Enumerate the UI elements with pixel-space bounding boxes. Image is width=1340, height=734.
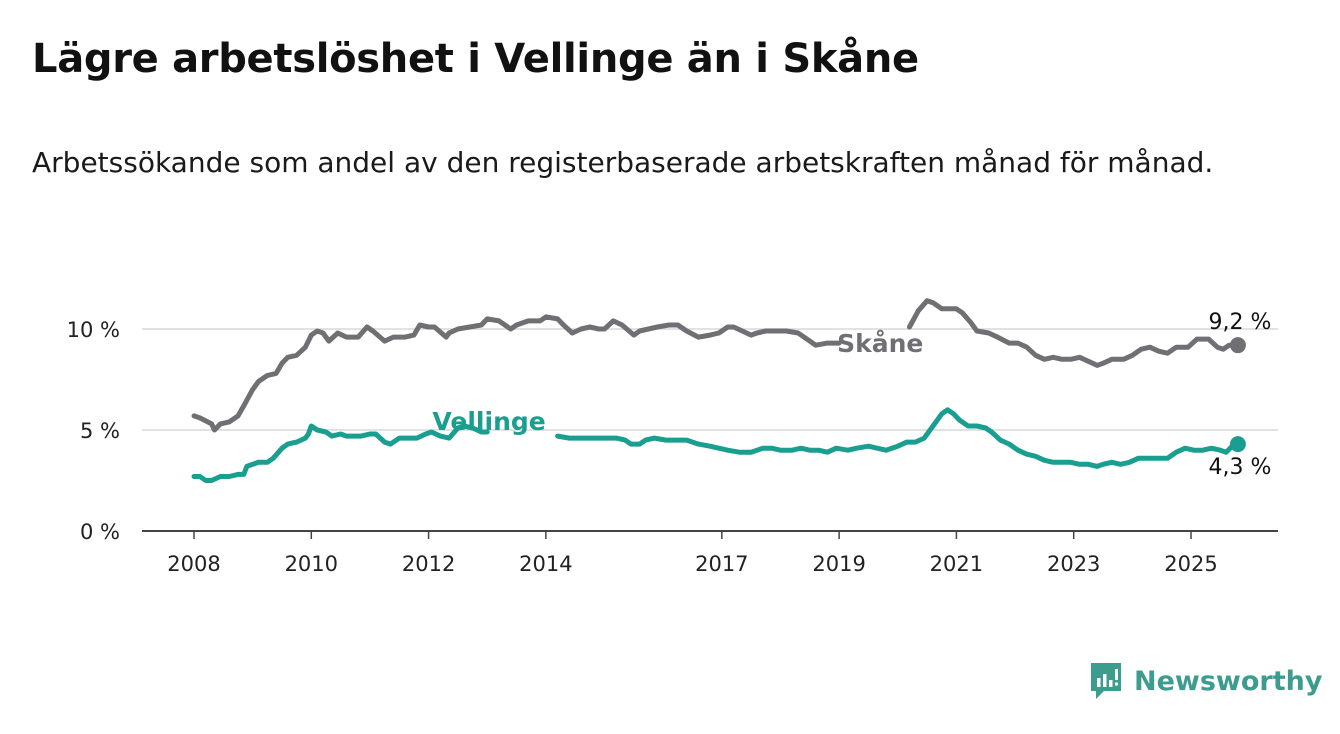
y-tick-label: 0 % <box>80 520 120 544</box>
x-tick-label: 2014 <box>519 552 572 576</box>
series-label-skåne: Skåne <box>837 329 923 358</box>
series-line-skåne <box>907 298 1241 368</box>
series-line-vellinge <box>555 407 1241 469</box>
x-tick-label: 2008 <box>167 552 220 576</box>
brand-logo: Newsworthy <box>1088 660 1322 702</box>
x-tick-label: 2012 <box>402 552 455 576</box>
x-tick-label: 2019 <box>812 552 865 576</box>
x-tick-label: 2010 <box>285 552 338 576</box>
series-end-point <box>1229 337 1246 354</box>
series-end-label: 9,2 % <box>1208 310 1271 335</box>
chart-subtitle: Arbetssökande som andel av den registerb… <box>32 146 1214 179</box>
y-tick-label: 5 % <box>80 419 120 443</box>
x-tick-label: 2017 <box>695 552 748 576</box>
x-tick-label: 2021 <box>930 552 983 576</box>
series-label-vellinge: Vellinge <box>432 407 545 436</box>
chart-title: Lägre arbetslöshet i Vellinge än i Skåne <box>32 36 919 82</box>
newsworthy-logo-icon <box>1091 663 1121 699</box>
series-end-point <box>1229 436 1246 453</box>
brand-name: Newsworthy <box>1134 665 1323 697</box>
series-end-label: 4,3 % <box>1208 455 1271 480</box>
series-line-skåne <box>191 314 842 433</box>
x-tick-label: 2025 <box>1164 552 1217 576</box>
y-tick-label: 10 % <box>67 318 120 342</box>
x-tick-label: 2023 <box>1047 552 1100 576</box>
series-line-vellinge <box>191 423 490 483</box>
